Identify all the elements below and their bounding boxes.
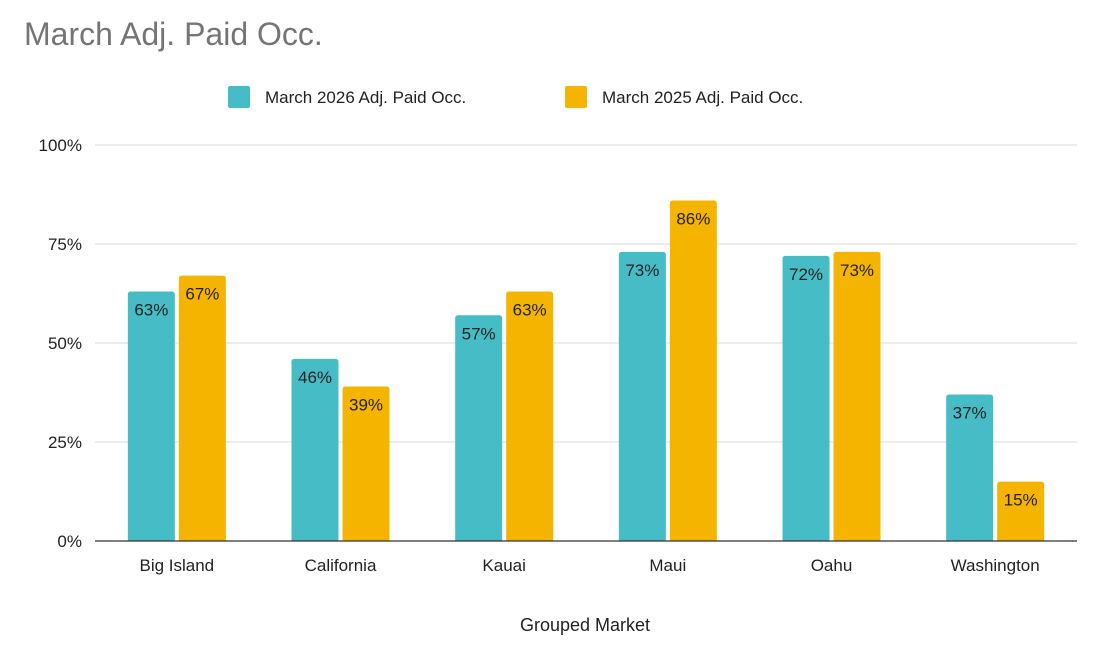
chart-title: March Adj. Paid Occ.	[24, 16, 323, 52]
y-tick-label: 100%	[39, 136, 82, 155]
data-label: 46%	[298, 368, 332, 387]
data-label: 37%	[953, 403, 987, 422]
bar-2025-big-island[interactable]	[178, 275, 226, 541]
y-tick-label: 50%	[48, 334, 82, 353]
data-label: 73%	[625, 261, 659, 280]
y-axis-ticks: 0% 25% 50% 75% 100%	[39, 136, 82, 551]
data-label: 63%	[513, 301, 547, 320]
bar-2026-oahu[interactable]	[782, 255, 830, 541]
x-axis-ticks: Big Island California Kauai Maui Oahu Washing…	[139, 556, 1039, 575]
data-labels: 63% 67% 46% 39% 57% 63% 73% 86% 72% 73% 37% 15%	[134, 209, 1037, 509]
bar-2025-california[interactable]	[342, 386, 390, 541]
y-tick-label: 75%	[48, 235, 82, 254]
data-label: 67%	[185, 285, 219, 304]
bar-2025-kauai[interactable]	[506, 291, 554, 541]
bar-2026-california[interactable]	[291, 358, 339, 541]
bar-2026-big-island[interactable]	[127, 291, 175, 541]
data-label: 73%	[840, 261, 874, 280]
bar-2026-kauai[interactable]	[455, 315, 503, 541]
data-label: 57%	[462, 324, 496, 343]
y-tick-label: 0%	[57, 532, 82, 551]
bar-2025-washington[interactable]	[997, 481, 1045, 541]
legend-label: March 2026 Adj. Paid Occ.	[265, 88, 466, 107]
gridlines	[95, 144, 1077, 443]
x-tick-label: Maui	[649, 556, 686, 575]
x-tick-label: Oahu	[811, 556, 853, 575]
data-label: 86%	[676, 209, 710, 228]
data-label: 63%	[134, 301, 168, 320]
y-tick-label: 25%	[48, 433, 82, 452]
x-tick-label: Washington	[951, 556, 1040, 575]
bar-2026-maui[interactable]	[618, 251, 666, 542]
data-label: 15%	[1004, 491, 1038, 510]
legend-label: March 2025 Adj. Paid Occ.	[602, 88, 803, 107]
x-axis-title: Grouped Market	[520, 615, 650, 635]
legend: March 2026 Adj. Paid Occ. March 2025 Adj.…	[228, 86, 803, 108]
x-tick-label: Kauai	[482, 556, 525, 575]
data-label: 39%	[349, 396, 383, 415]
bar-2025-maui[interactable]	[669, 200, 717, 541]
x-tick-label: California	[305, 556, 377, 575]
legend-swatch	[228, 86, 250, 108]
bar-2026-washington[interactable]	[946, 394, 994, 541]
x-tick-label: Big Island	[139, 556, 214, 575]
legend-swatch	[565, 86, 587, 108]
data-label: 72%	[789, 265, 823, 284]
bar-2025-oahu[interactable]	[833, 251, 881, 542]
bars	[127, 200, 1045, 542]
